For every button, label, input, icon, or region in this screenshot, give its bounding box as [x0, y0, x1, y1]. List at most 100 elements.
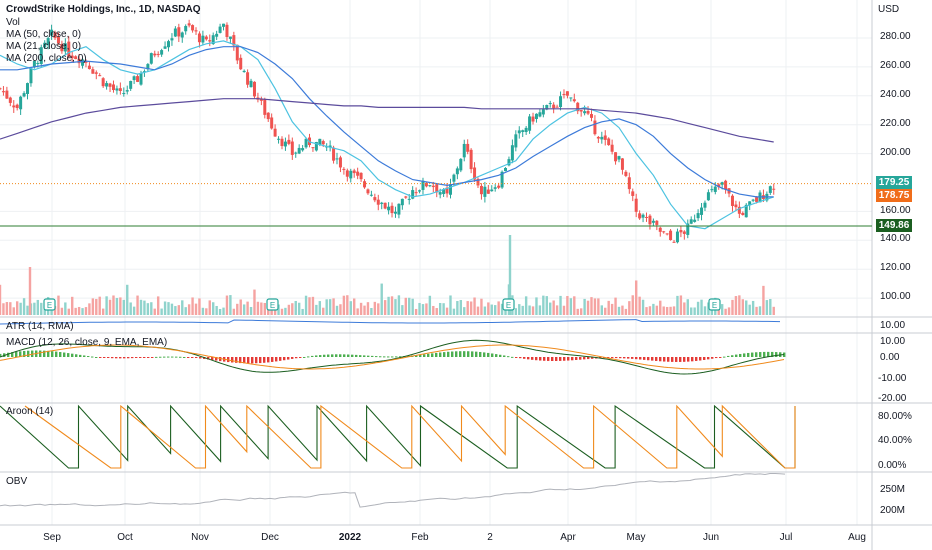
- volume-bar: [119, 297, 122, 315]
- volume-bar: [425, 303, 428, 315]
- volume-bar: [349, 301, 352, 315]
- volume-bar: [576, 308, 579, 315]
- volume-bar: [538, 305, 542, 315]
- legend-vol[interactable]: Vol: [6, 17, 20, 28]
- volume-bar: [597, 298, 600, 315]
- candle: [548, 103, 552, 105]
- legend-aroon[interactable]: Aroon (14): [6, 406, 54, 417]
- volume-bar: [98, 296, 101, 315]
- candle: [94, 72, 98, 74]
- signal-line: [0, 344, 785, 370]
- candle: [156, 53, 160, 55]
- volume-bar: [297, 302, 301, 315]
- candle: [638, 213, 642, 219]
- candle: [476, 178, 480, 186]
- legend-ma21[interactable]: MA (21, close, 0): [6, 41, 82, 52]
- aroon-tick: 0.00%: [878, 460, 907, 471]
- candle: [679, 230, 683, 233]
- macd-histogram-bar: [347, 354, 350, 357]
- volume-bar: [724, 308, 727, 315]
- macd-histogram-bar: [523, 357, 526, 359]
- candle: [510, 145, 514, 161]
- legend-atr[interactable]: ATR (14, RMA): [6, 321, 74, 332]
- macd-histogram-bar: [467, 351, 470, 357]
- volume-bar: [126, 284, 129, 315]
- macd-histogram-bar: [463, 351, 466, 357]
- volume-bar: [81, 308, 84, 315]
- legend-ma50[interactable]: MA (50, close, 0): [6, 29, 82, 40]
- candle: [586, 110, 590, 114]
- macd-histogram-bar: [199, 357, 202, 359]
- candle: [514, 134, 518, 148]
- macd-histogram-bar: [399, 356, 402, 358]
- volume-bar: [163, 301, 167, 315]
- candle: [579, 110, 583, 112]
- macd-histogram-bar: [27, 350, 30, 357]
- candle: [290, 141, 294, 155]
- candle: [665, 233, 669, 235]
- candle: [445, 187, 449, 194]
- candle: [589, 114, 593, 118]
- volume-bar: [26, 305, 29, 315]
- ma-line: [0, 46, 774, 198]
- volume-bar: [387, 296, 390, 315]
- volume-bar: [153, 308, 156, 315]
- macd-histogram-bar: [39, 350, 42, 357]
- macd-histogram-bar: [7, 352, 10, 357]
- volume-bar: [95, 298, 98, 315]
- volume-bar: [246, 301, 249, 315]
- legend-obv[interactable]: OBV: [6, 476, 28, 487]
- candle: [321, 141, 325, 145]
- volume-bar: [64, 302, 67, 315]
- candle: [0, 88, 2, 90]
- volume-bar: [769, 298, 772, 315]
- macd-histogram-bar: [295, 357, 298, 359]
- volume-bar: [239, 299, 242, 315]
- volume-bar: [404, 297, 407, 315]
- candle: [390, 205, 394, 214]
- volume-bar: [366, 302, 370, 315]
- legend-ma200[interactable]: MA (200, close, 0): [6, 53, 87, 64]
- macd-histogram-bar: [131, 357, 134, 359]
- legend-macd[interactable]: MACD (12, 26, close, 9, EMA, EMA): [6, 337, 168, 348]
- candle: [768, 186, 772, 193]
- volume-bar: [308, 297, 311, 315]
- macd-histogram-bar: [659, 357, 662, 362]
- ma-line: [0, 98, 774, 143]
- candle: [545, 105, 549, 110]
- macd-histogram-bar: [723, 356, 726, 358]
- macd-histogram-bar: [703, 357, 706, 360]
- macd-histogram-bar: [395, 356, 398, 358]
- volume-bar: [487, 302, 490, 315]
- candle: [122, 93, 126, 95]
- macd-histogram-bar: [151, 357, 154, 358]
- candle: [304, 138, 308, 148]
- candle: [730, 195, 734, 206]
- macd-histogram-bar: [331, 354, 334, 357]
- volume-bar: [322, 307, 325, 315]
- candle: [311, 147, 315, 149]
- candle: [280, 138, 284, 147]
- macd-histogram-bar: [451, 351, 454, 357]
- candle: [424, 182, 428, 187]
- volume-bar: [287, 304, 291, 315]
- macd-histogram-bar: [43, 350, 46, 357]
- volume-bar: [524, 296, 528, 315]
- candle: [356, 171, 360, 176]
- volume-bar: [284, 307, 287, 315]
- macd-histogram-bar: [767, 351, 770, 357]
- earnings-marker-label: E: [47, 301, 52, 310]
- macd-histogram-bar: [239, 357, 242, 364]
- volume-bar: [150, 302, 153, 315]
- volume-bar: [408, 297, 411, 315]
- volume-bar: [132, 306, 136, 315]
- macd-histogram-bar: [755, 352, 758, 357]
- volume-bar: [432, 305, 435, 315]
- volume-bar: [518, 304, 521, 315]
- macd-histogram-bar: [471, 351, 474, 357]
- volume-bar: [497, 301, 500, 315]
- macd-histogram-bar: [87, 356, 90, 358]
